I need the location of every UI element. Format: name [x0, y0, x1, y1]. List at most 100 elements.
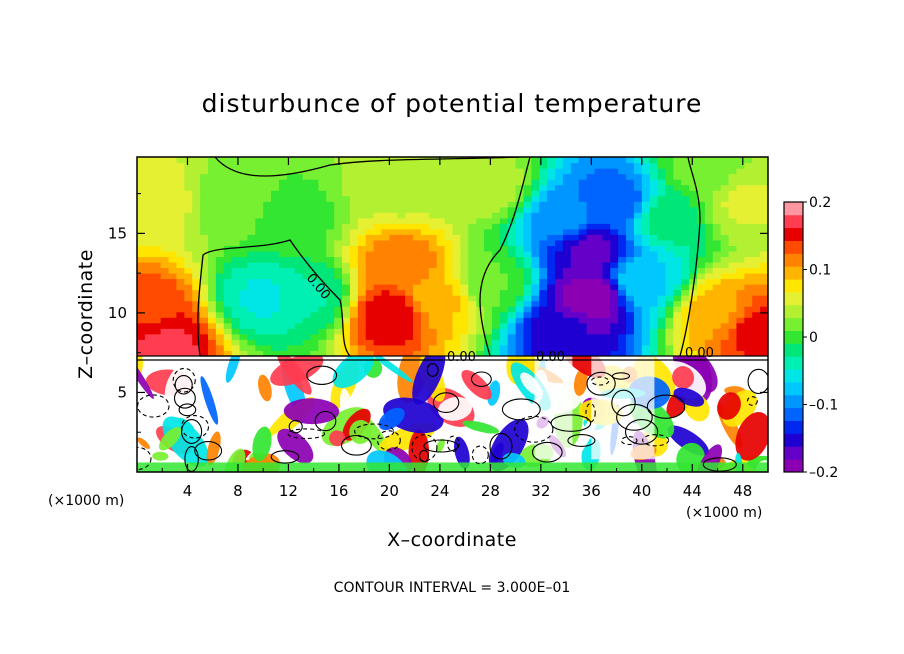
field-cell	[681, 201, 690, 208]
field-cell	[318, 261, 327, 269]
field-cell	[657, 317, 667, 324]
field-cell	[547, 168, 556, 175]
field-cell	[192, 217, 201, 224]
field-cell	[294, 217, 304, 224]
field-cell	[689, 195, 698, 202]
field-cell	[476, 190, 485, 197]
field-cell	[160, 339, 170, 346]
field-cell	[413, 217, 422, 224]
field-cell	[610, 206, 619, 213]
field-cell	[365, 201, 375, 208]
field-cell	[200, 206, 209, 213]
field-cell	[255, 234, 264, 241]
field-cell	[381, 261, 390, 269]
field-cell	[689, 261, 698, 269]
turbulence-blob	[152, 451, 169, 461]
field-cell	[144, 273, 154, 280]
field-cell	[365, 284, 375, 291]
field-cell	[491, 328, 501, 335]
field-cell	[555, 300, 564, 307]
field-cell	[420, 234, 430, 241]
field-cell	[704, 278, 714, 285]
field-cell	[192, 239, 201, 246]
field-cell	[594, 306, 603, 313]
field-cell	[444, 217, 454, 224]
field-cell	[176, 300, 185, 307]
field-cell	[515, 300, 525, 307]
field-cell	[444, 267, 454, 274]
field-cell	[531, 339, 540, 346]
field-cell	[452, 256, 461, 263]
field-cell	[452, 190, 461, 197]
field-cell	[752, 234, 761, 241]
field-cell	[184, 333, 193, 340]
field-cell	[460, 339, 469, 346]
field-cell	[562, 190, 572, 197]
field-cell	[720, 217, 730, 224]
field-cell	[633, 173, 643, 180]
field-cell	[207, 223, 217, 230]
field-cell	[231, 278, 241, 285]
field-cell	[168, 245, 178, 252]
field-cell	[602, 173, 611, 180]
field-cell	[294, 344, 304, 351]
colorbar-tick-label: 0	[809, 330, 818, 346]
field-cell	[365, 228, 375, 235]
field-cell	[760, 173, 768, 180]
contour-loop	[354, 423, 395, 440]
field-cell	[231, 190, 241, 197]
field-cell	[752, 339, 761, 346]
turbulence-blob	[491, 442, 504, 464]
field-cell	[484, 157, 493, 164]
field-cell	[286, 157, 296, 164]
field-cell	[720, 295, 730, 302]
field-cell	[397, 179, 406, 186]
field-cell	[326, 261, 335, 269]
field-cell	[665, 300, 674, 307]
field-cell	[665, 228, 674, 235]
field-cell	[247, 350, 256, 357]
field-cell	[349, 289, 359, 296]
field-cell	[168, 267, 178, 274]
field-cell	[618, 206, 627, 213]
field-cell	[499, 339, 509, 346]
field-cell	[271, 190, 280, 197]
field-cell	[137, 223, 146, 230]
field-cell	[137, 289, 146, 296]
field-cell	[452, 228, 461, 235]
field-cell	[712, 212, 722, 219]
field-cell	[657, 212, 667, 219]
field-cell	[712, 168, 722, 175]
field-cell	[452, 201, 461, 208]
field-cell	[223, 250, 233, 258]
field-cell	[626, 256, 635, 263]
field-cell	[760, 344, 768, 351]
field-cell	[626, 206, 635, 213]
field-cell	[176, 223, 185, 230]
field-cell	[736, 295, 745, 302]
field-cell	[452, 306, 461, 313]
field-cell	[626, 217, 635, 224]
field-cell	[405, 261, 414, 269]
field-cell	[271, 173, 280, 180]
colorbar-swatch	[784, 279, 803, 293]
contour-label: 0.00	[685, 346, 714, 361]
field-cell	[247, 223, 256, 230]
field-cell	[184, 344, 193, 351]
field-cell	[263, 157, 272, 164]
field-cell	[286, 212, 296, 219]
field-cell	[460, 223, 469, 230]
field-cell	[712, 228, 722, 235]
field-cell	[594, 278, 603, 285]
field-cell	[673, 284, 682, 291]
field-cell	[562, 278, 572, 285]
field-cell	[760, 295, 768, 302]
field-cell	[586, 317, 596, 324]
field-cell	[649, 339, 659, 346]
field-cell	[555, 350, 564, 357]
colorbar-swatch	[784, 214, 803, 229]
field-cell	[215, 333, 225, 340]
field-cell	[594, 267, 603, 274]
field-cell	[618, 306, 627, 313]
field-cell	[231, 295, 241, 302]
